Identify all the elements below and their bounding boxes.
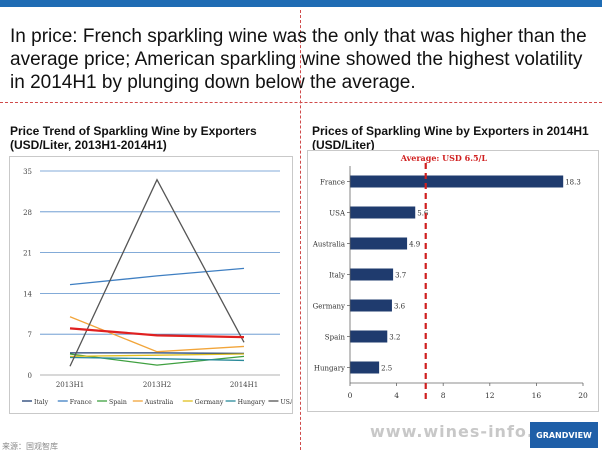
- legend-label: Germany: [195, 399, 224, 406]
- category-label: Spain: [325, 334, 346, 342]
- bar: [350, 237, 408, 250]
- y-tick-label: 21: [23, 250, 32, 258]
- series-line-germany: [69, 353, 245, 357]
- x-tick-label: 20: [578, 391, 588, 400]
- legend-label: Italy: [34, 399, 49, 406]
- category-label: Australia: [312, 241, 345, 249]
- source-note: 来源：国观智库: [2, 442, 58, 451]
- series-line-usa: [69, 178, 245, 367]
- value-label: 5.6: [417, 210, 429, 218]
- x-tick-label: 2013H1: [56, 381, 84, 389]
- bar-chart-title: Prices of Sparkling Wine by Exporters in…: [312, 124, 589, 152]
- x-tick-label: 2013H2: [143, 381, 171, 389]
- legend-label: USA: [280, 399, 292, 406]
- bar-chart-panel: France 18.3 USA 5.6 Australia 4.9 Italy 3.7 Germ…: [307, 150, 599, 412]
- legend-label: Spain: [109, 399, 127, 406]
- series-line-australia: [69, 316, 245, 353]
- vertical-guide-line: [300, 10, 301, 450]
- category-label: France: [320, 179, 345, 187]
- legend-label: Australia: [144, 399, 174, 406]
- bar: [350, 299, 392, 312]
- y-tick-label: 35: [23, 168, 32, 176]
- x-tick-label: 12: [485, 391, 495, 400]
- series-line-italy: [70, 352, 245, 355]
- legend-label: France: [70, 399, 92, 406]
- category-label: Hungary: [314, 365, 345, 373]
- x-tick-label: 16: [532, 391, 542, 400]
- average-label: Average: USD 6.5/L: [400, 153, 488, 163]
- bar: [350, 268, 394, 281]
- bar: [350, 330, 388, 343]
- horizontal-guide-line: [0, 102, 602, 103]
- line-chart-panel: 0 7 14 21 28 35 2013H1 2013H2 2014H1 Italy France S…: [9, 156, 335, 414]
- value-label: 3.7: [395, 272, 406, 280]
- x-tick-label: 0: [348, 391, 353, 400]
- bar: [350, 175, 564, 188]
- line-chart: 0 7 14 21 28 35 2013H1 2013H2 2014H1 Italy France S…: [22, 168, 335, 406]
- y-tick-label: 7: [28, 331, 32, 339]
- legend-label: Hungary: [238, 399, 266, 406]
- category-label: USA: [329, 210, 346, 218]
- series-line-france: [69, 267, 245, 286]
- bar: [350, 206, 416, 219]
- top-accent-bar: [0, 0, 602, 7]
- x-tick-label: 2014H1: [230, 381, 258, 389]
- x-tick-label: 8: [441, 391, 446, 400]
- value-label: 4.9: [409, 241, 420, 249]
- series-line-average: [69, 327, 245, 339]
- bar: [350, 361, 380, 374]
- y-tick-label: 0: [28, 372, 32, 380]
- bar-chart: France 18.3 USA 5.6 Australia 4.9 Italy 3.7 Germ…: [312, 153, 588, 401]
- watermark: www.wines-info.com: [370, 422, 575, 441]
- grandview-logo: GRANDVIEW: [530, 422, 598, 448]
- value-label: 3.2: [389, 334, 400, 342]
- y-tick-label: 14: [23, 290, 32, 298]
- value-label: 2.5: [381, 365, 392, 373]
- x-tick-label: 4: [394, 391, 399, 400]
- y-tick-label: 28: [23, 209, 32, 217]
- series-line-hungary: [69, 356, 245, 362]
- value-label: 18.3: [565, 179, 581, 187]
- value-label: 3.6: [394, 303, 406, 311]
- headline: In price: French sparkling wine was the …: [10, 26, 587, 93]
- category-label: Germany: [313, 303, 345, 311]
- category-label: Italy: [329, 272, 345, 280]
- line-chart-title: Price Trend of Sparkling Wine by Exporte…: [10, 124, 257, 152]
